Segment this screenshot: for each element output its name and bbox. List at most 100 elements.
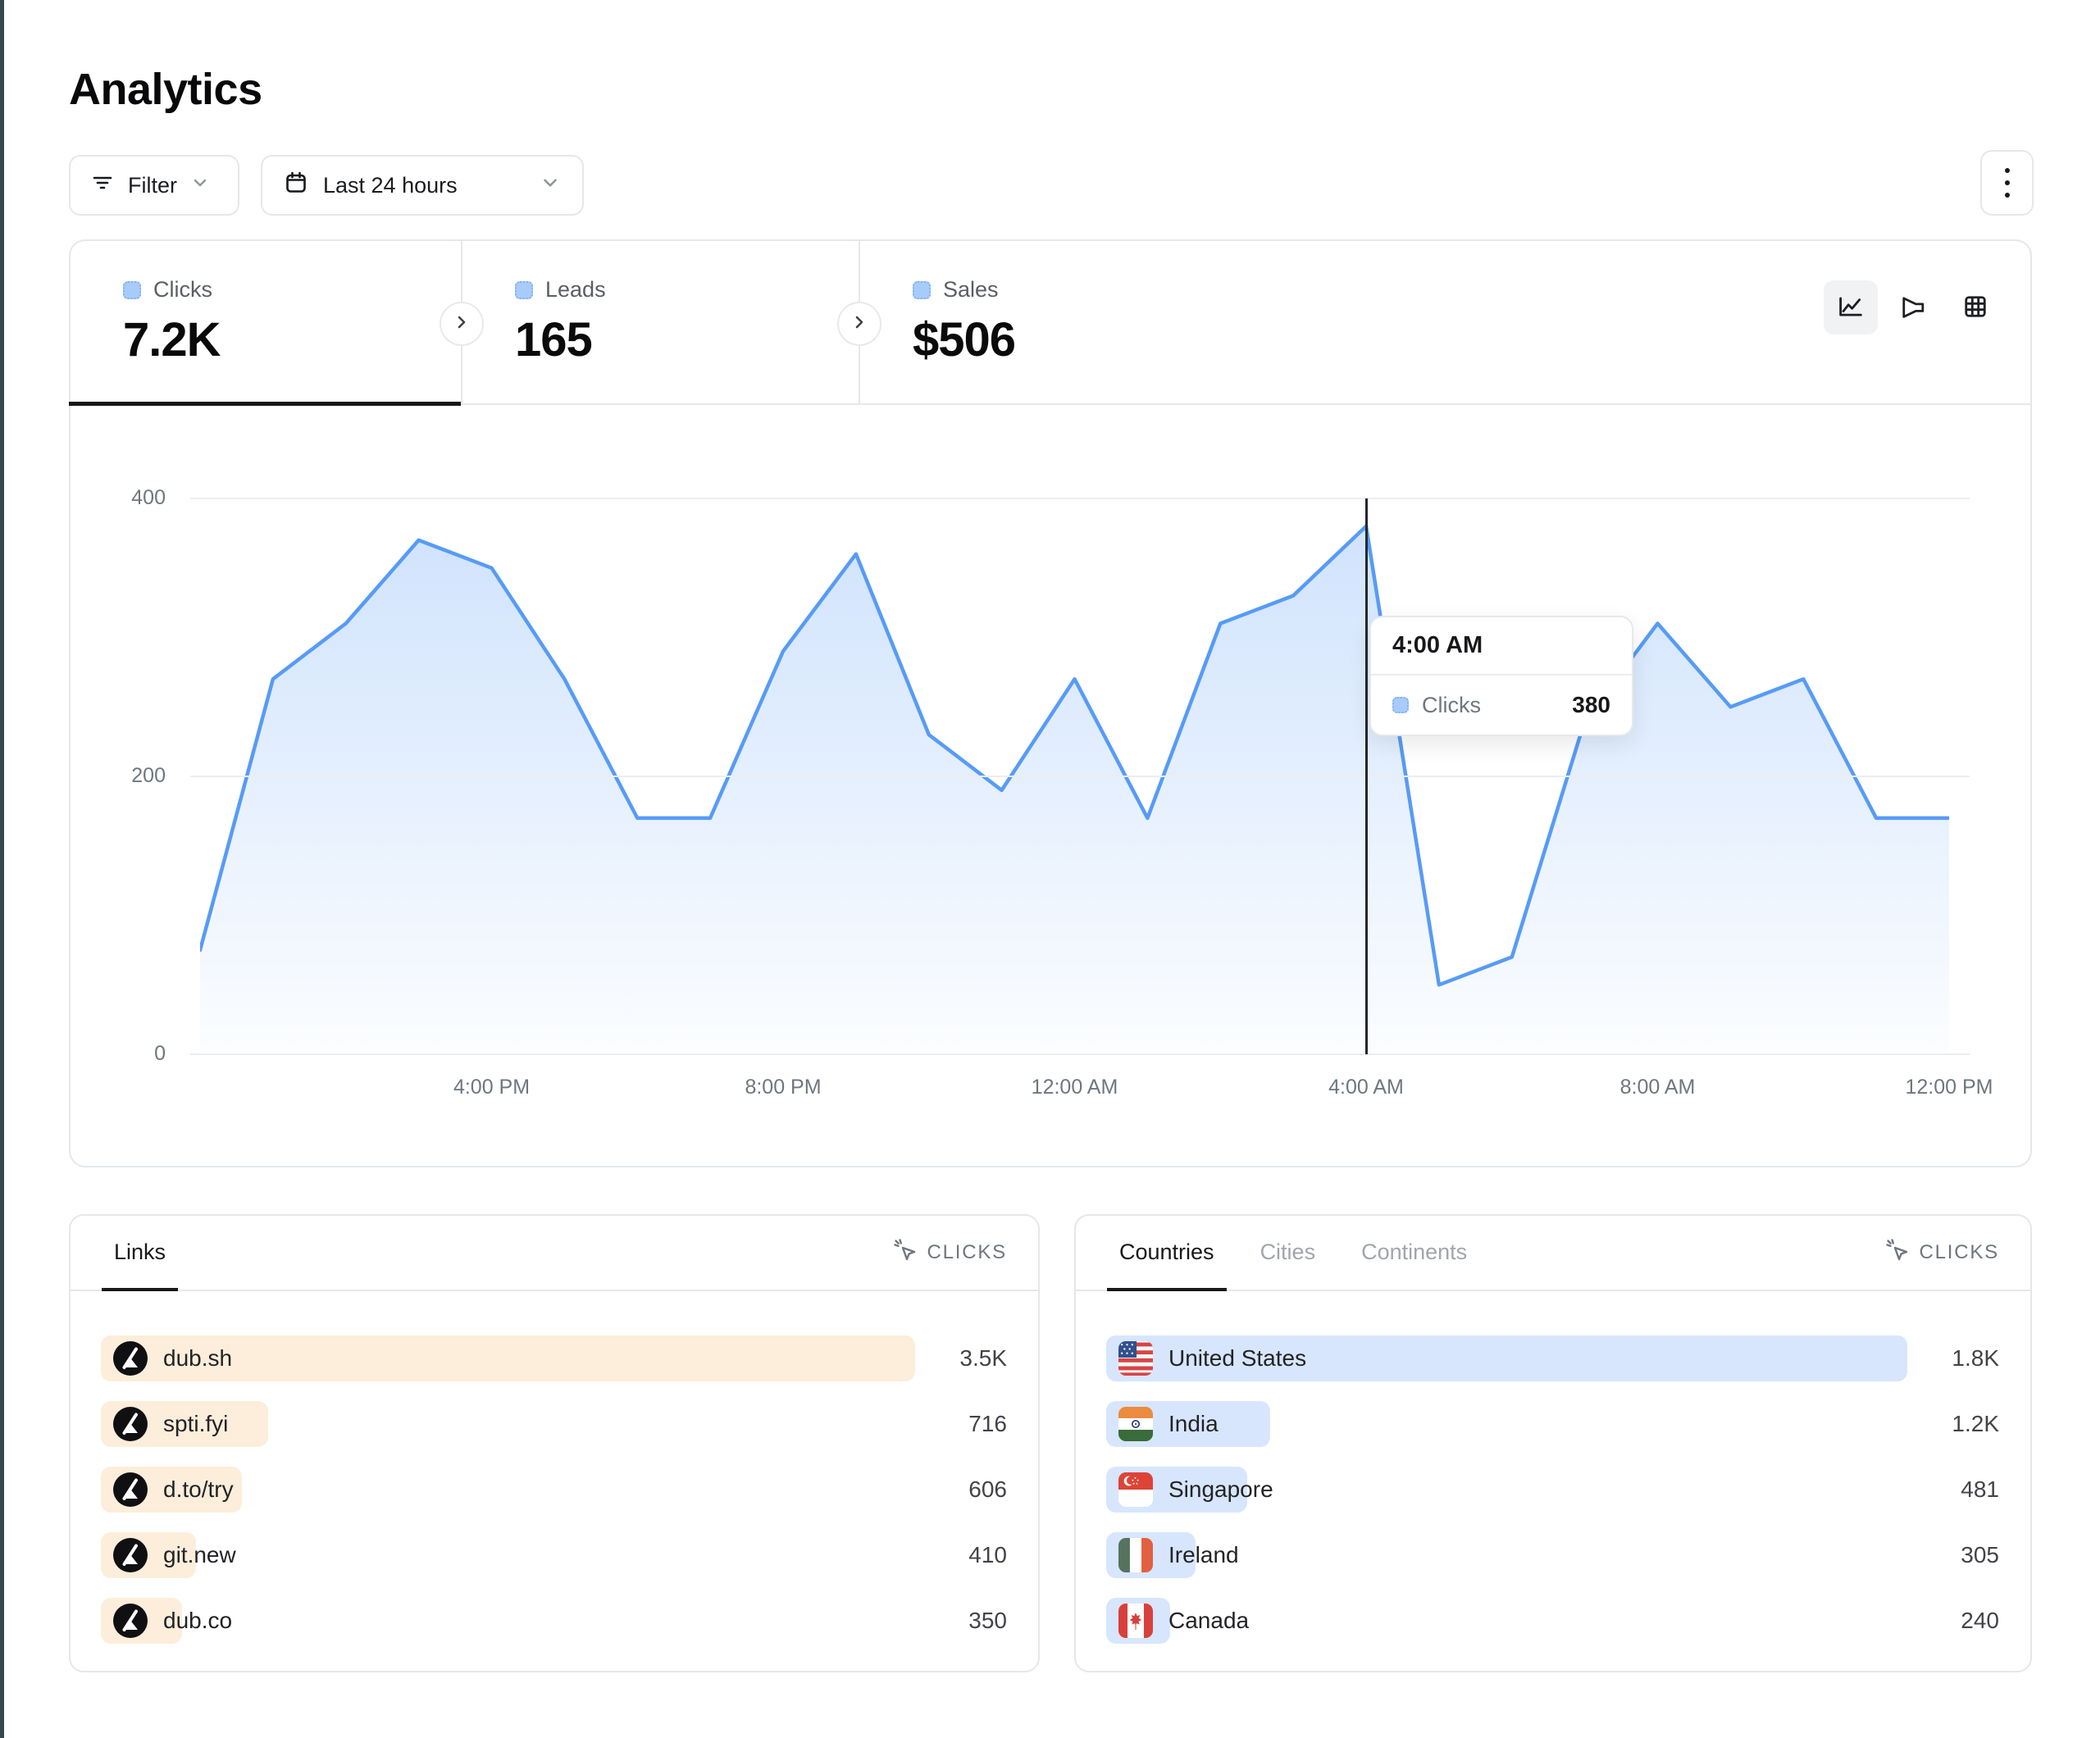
chevron-down-icon [540, 172, 561, 199]
links-metric-label: CLICKS [927, 1241, 1007, 1263]
stat-label: Clicks [153, 277, 212, 302]
leads-legend-square-icon [515, 280, 533, 299]
x-axis-tick-label: 8:00 PM [745, 1076, 822, 1099]
y-axis-tick-label: 200 [131, 764, 166, 787]
tab-links-label: Links [114, 1239, 166, 1264]
gridline [190, 498, 1970, 499]
kebab-menu-button[interactable] [1980, 150, 2034, 216]
x-axis-tick-label: 12:00 PM [1905, 1076, 1993, 1099]
row-label: United States [1168, 1345, 1307, 1371]
chevron-down-icon [190, 173, 210, 198]
date-range-label: Last 24 hours [323, 172, 458, 198]
bar-fill [1106, 1335, 1907, 1381]
countries-metric-toggle[interactable]: CLICKS [1885, 1216, 2000, 1290]
bar-track: Ireland [1106, 1532, 1907, 1578]
filter-button-label: Filter [128, 172, 177, 198]
date-range-button[interactable]: Last 24 hours [261, 155, 584, 216]
expand-sales-button[interactable] [837, 302, 881, 346]
row-value: 3.5K [959, 1345, 1007, 1371]
dub-favicon [113, 1538, 148, 1572]
tab-links[interactable]: Links [102, 1216, 179, 1291]
tab-cities-label: Cities [1260, 1239, 1316, 1264]
link-row[interactable]: dub.sh 3.5K [101, 1335, 1007, 1381]
country-row[interactable]: United States 1.8K [1106, 1335, 1999, 1381]
link-row[interactable]: dub.co 350 [101, 1598, 1007, 1644]
sg-flag-icon [1118, 1472, 1153, 1507]
calendar-icon [284, 171, 308, 201]
country-row[interactable]: Canada 240 [1106, 1598, 1999, 1644]
clicks-area-chart[interactable]: 4:00 AM Clicks 380 0 200 400 4:00 PM 8:00 PM… [71, 405, 2030, 1166]
row-label: dub.sh [163, 1345, 233, 1371]
y-axis-tick-label: 0 [154, 1042, 166, 1065]
row-label: India [1168, 1411, 1219, 1436]
row-value: 410 [968, 1542, 1007, 1567]
row-label: Singapore [1168, 1476, 1273, 1502]
tab-countries[interactable]: Countries [1107, 1216, 1227, 1291]
row-value: 716 [968, 1411, 1007, 1436]
link-row[interactable]: spti.fyi 716 [101, 1401, 1007, 1447]
funnel-chart-icon [1898, 292, 1928, 324]
tab-countries-label: Countries [1119, 1239, 1214, 1264]
row-label: spti.fyi [163, 1411, 229, 1436]
tab-clicks[interactable]: Clicks 7.2K [69, 241, 461, 406]
stat-label: Leads [545, 277, 606, 302]
stat-value: $506 [913, 313, 1016, 366]
country-row[interactable]: Singapore 481 [1106, 1467, 1999, 1513]
tooltip-legend-square-icon [1392, 697, 1409, 713]
row-label: Canada [1168, 1608, 1250, 1633]
link-row[interactable]: git.new 410 [101, 1532, 1007, 1578]
links-metric-toggle[interactable]: CLICKS [893, 1216, 1008, 1290]
link-row[interactable]: d.to/try 606 [101, 1467, 1007, 1513]
tooltip-series-label: Clicks [1422, 692, 1481, 717]
tab-cities[interactable]: Cities [1248, 1216, 1328, 1291]
bar-track: git.new [101, 1532, 915, 1578]
row-value: 481 [1961, 1476, 1999, 1502]
stat-value: 7.2K [123, 313, 221, 366]
country-row[interactable]: Ireland 305 [1106, 1532, 1999, 1578]
sales-legend-square-icon [913, 280, 931, 299]
active-tab-underline [69, 402, 461, 406]
table-grid-icon [1961, 292, 1990, 324]
area-line-series [200, 524, 1949, 1054]
tab-leads[interactable]: Leads 165 [440, 241, 859, 403]
row-label: d.to/try [163, 1476, 234, 1502]
x-axis-tick-label: 4:00 PM [453, 1076, 531, 1099]
line-chart-view-button[interactable] [1824, 280, 1878, 334]
page-title: Analytics [69, 65, 262, 114]
kebab-menu-icon [2004, 168, 2010, 198]
bar-fill [101, 1335, 915, 1381]
gridline [190, 1053, 1970, 1055]
dub-favicon [113, 1341, 148, 1376]
row-value: 1.8K [1952, 1345, 1999, 1371]
gridline [190, 776, 1970, 777]
row-value: 606 [968, 1476, 1007, 1502]
tooltip-time: 4:00 AM [1371, 617, 1632, 676]
clicks-cursor-icon [1885, 1238, 1910, 1268]
stat-label: Sales [943, 277, 999, 302]
row-value: 350 [968, 1608, 1007, 1633]
dub-favicon [113, 1604, 148, 1638]
tab-sales[interactable]: Sales $506 [837, 241, 2030, 403]
us-flag-icon [1118, 1341, 1153, 1376]
stat-value: 165 [515, 313, 593, 366]
tab-continents[interactable]: Continents [1349, 1216, 1479, 1291]
y-axis-tick-label: 400 [131, 486, 166, 509]
country-row[interactable]: India 1.2K [1106, 1401, 1999, 1447]
row-value: 1.2K [1952, 1411, 1999, 1436]
links-panel: Links CLICKS dub.sh [69, 1214, 1040, 1672]
filter-icon [90, 171, 115, 201]
countries-metric-label: CLICKS [1919, 1241, 1999, 1263]
bar-track: d.to/try [101, 1467, 915, 1513]
funnel-chart-view-button[interactable] [1886, 280, 1940, 334]
chevron-right-icon [850, 313, 868, 335]
clicks-cursor-icon [893, 1238, 918, 1268]
filter-button[interactable]: Filter [69, 155, 239, 216]
table-view-button[interactable] [1948, 280, 2002, 334]
x-axis-tick-label: 4:00 AM [1328, 1076, 1404, 1099]
dub-favicon [113, 1407, 148, 1441]
row-value: 240 [1961, 1608, 1999, 1633]
bar-track: United States [1106, 1335, 1907, 1381]
expand-leads-button[interactable] [440, 302, 484, 346]
tooltip-value: 380 [1572, 692, 1610, 717]
hover-cursor-line [1364, 498, 1368, 1054]
